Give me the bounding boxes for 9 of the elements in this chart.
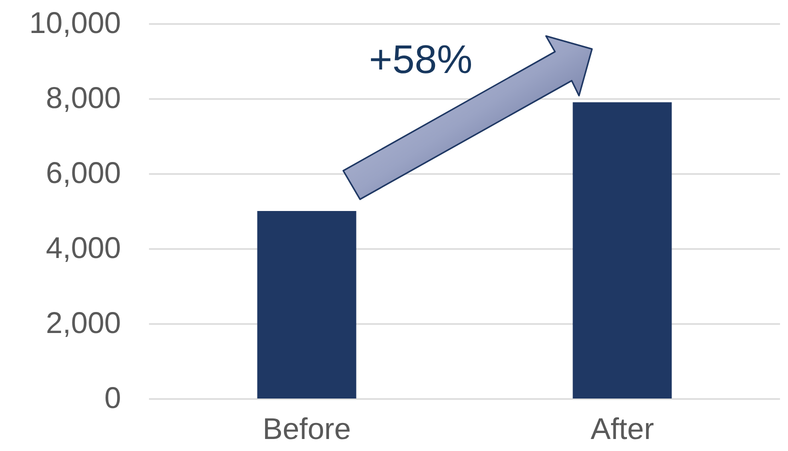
y-tick-label: 6,000 [46, 157, 121, 190]
annotation: +58% [369, 38, 472, 82]
y-tick-label: 4,000 [46, 232, 121, 265]
x-tick-label: After [590, 413, 654, 446]
y-tick-label: 0 [104, 382, 121, 415]
x-tick-label: Before [262, 413, 351, 446]
y-tick-label: 2,000 [46, 307, 121, 340]
y-tick-label: 10,000 [29, 7, 121, 40]
y-tick-label: 8,000 [46, 82, 121, 115]
